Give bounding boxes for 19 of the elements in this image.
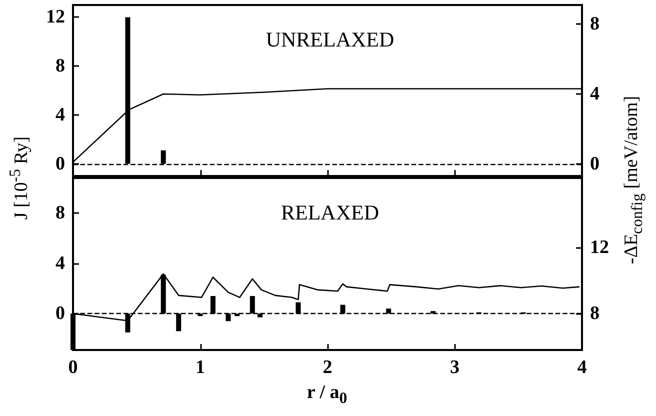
y-tick-label: 8 (56, 202, 65, 224)
y-tick-label: 4 (56, 104, 66, 126)
y-tick-label: 4 (56, 252, 66, 274)
x-axis-title: r / a$_{0}$ (306, 382, 348, 408)
y-tick-label: 12 (46, 6, 65, 28)
y2-tick-label: 8 (590, 14, 600, 35)
x-tick-label: 3 (450, 357, 460, 378)
y2-tick-label: 12 (590, 236, 609, 258)
y-tick-label: 0 (56, 303, 65, 324)
y2-tick-label: 0 (590, 153, 600, 174)
y2-tick-label: 8 (590, 303, 600, 324)
y2-tick-label: 4 (590, 83, 600, 104)
y-tick-label: 8 (56, 56, 65, 77)
annotation: UNRELAXED (266, 28, 394, 52)
x-tick-label: 1 (196, 357, 205, 378)
annotation: RELAXED (281, 200, 379, 224)
x-tick-label: 4 (577, 357, 588, 378)
y-tick-label: 0 (56, 153, 65, 174)
x-tick-label: 2 (322, 357, 332, 378)
